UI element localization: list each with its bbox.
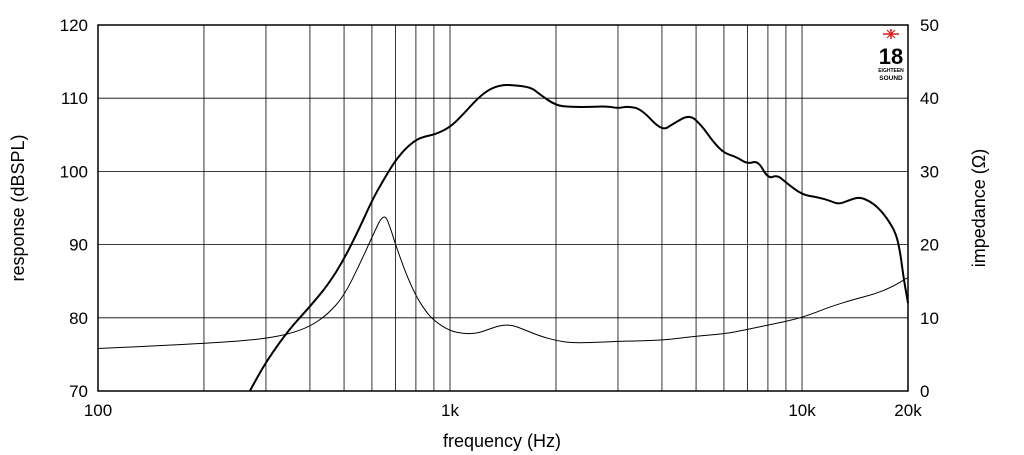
- logo-line2: SOUND: [879, 75, 903, 82]
- x-tick-label: 20k: [894, 401, 922, 420]
- y-tick-label: 110: [61, 89, 88, 108]
- eighteen-sound-logo: 18 EIGHTEEN SOUND: [878, 29, 904, 82]
- chart-grid: [98, 25, 908, 391]
- y-tick-label: 80: [69, 309, 88, 328]
- response-curve: [248, 84, 909, 392]
- y-tick-label: 70: [69, 382, 88, 401]
- y-tick-label: 100: [60, 162, 88, 181]
- y2-tick-label: 50: [920, 16, 939, 35]
- x-tick-label: 1k: [441, 401, 459, 420]
- chart-series: [97, 84, 909, 392]
- impedance-curve: [97, 216, 909, 349]
- x-tick-label: 10k: [788, 401, 816, 420]
- tick-labels: 100 1k 10k 20k 70 80 90 100 110 120 0 10 20 30 40 50: [60, 16, 939, 420]
- y2-axis-title: impedance (Ω): [969, 149, 989, 268]
- plot-frame: [97, 24, 909, 392]
- star-icon: [883, 29, 899, 39]
- y2-tick-label: 30: [920, 162, 939, 181]
- y2-tick-label: 20: [920, 236, 939, 255]
- y-tick-label: 90: [69, 236, 88, 255]
- y-axis-title: response (dBSPL): [8, 134, 28, 281]
- logo-line1: EIGHTEEN: [878, 68, 904, 74]
- y-tick-label: 120: [60, 16, 88, 35]
- x-axis-title: frequency (Hz): [443, 431, 561, 451]
- y2-tick-label: 0: [920, 382, 929, 401]
- x-tick-label: 100: [84, 401, 112, 420]
- y2-tick-label: 10: [920, 309, 939, 328]
- y2-tick-label: 40: [920, 89, 939, 108]
- logo-number: 18: [879, 44, 903, 69]
